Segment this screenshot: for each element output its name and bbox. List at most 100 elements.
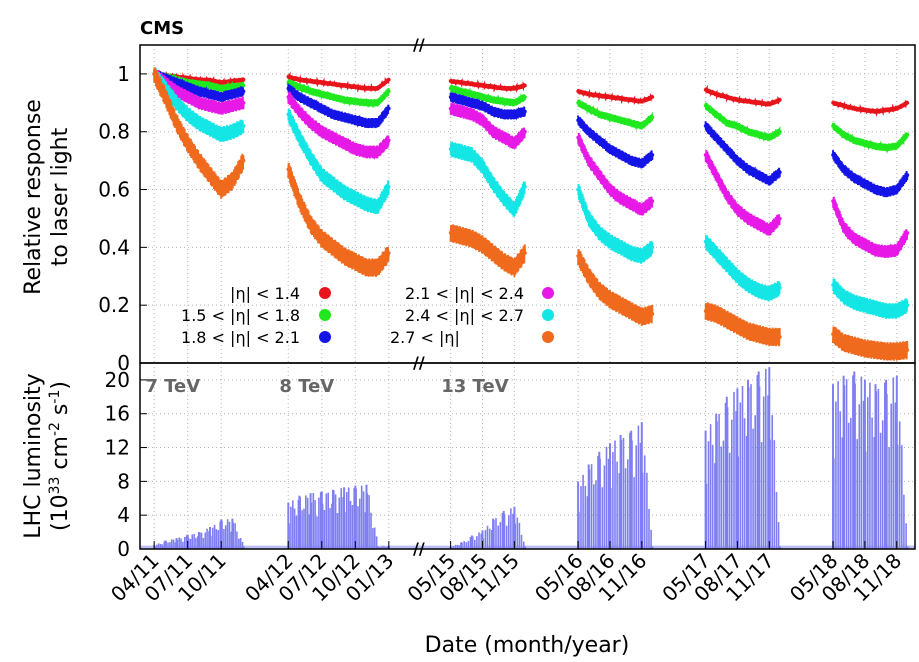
luminosity-bar — [867, 397, 869, 549]
data-point-cyan — [174, 101, 179, 105]
data-point-green — [375, 101, 380, 105]
luminosity-bar — [338, 497, 341, 549]
luminosity-bar — [375, 536, 378, 549]
luminosity-bar — [624, 468, 627, 549]
luminosity-bar — [486, 525, 489, 549]
data-point-blue — [703, 124, 708, 128]
data-point-cyan — [331, 182, 335, 186]
data-point-cyan — [608, 239, 612, 244]
data-point-magenta — [640, 208, 644, 212]
data-point-magenta — [756, 222, 761, 226]
luminosity-bar — [476, 536, 478, 549]
luminosity-bar — [495, 518, 497, 549]
series-trace-orange — [577, 249, 654, 326]
series-trace-cyan — [832, 278, 909, 319]
data-point-red — [831, 101, 835, 105]
luminosity-bar — [760, 442, 763, 549]
luminosity-bar — [580, 486, 582, 549]
data-point-orange — [480, 242, 485, 247]
data-point-orange — [241, 158, 246, 163]
data-point-magenta — [297, 109, 302, 114]
luminosity-point — [298, 495, 301, 549]
luminosity-bar — [722, 440, 725, 549]
series-cyan — [152, 67, 910, 319]
luminosity-point — [598, 451, 601, 549]
luminosity-gridlines — [140, 363, 915, 549]
data-point-cyan — [831, 283, 835, 287]
luminosity-point — [332, 489, 334, 549]
series-trace-magenta — [577, 132, 654, 216]
luminosity-point — [492, 518, 495, 549]
data-point-orange — [895, 349, 899, 354]
luminosity-point — [863, 379, 866, 549]
luminosity-point — [502, 511, 505, 549]
luminosity-bar — [601, 487, 604, 549]
data-point-blue — [331, 112, 335, 117]
data-point-red — [353, 85, 358, 89]
data-point-green — [895, 144, 899, 148]
data-point-red — [320, 80, 324, 85]
luminosity-y-axis-title-line1: LHC luminosity — [21, 373, 46, 538]
data-point-magenta — [219, 106, 223, 111]
luminosity-bar — [522, 541, 525, 549]
data-point-magenta — [286, 95, 291, 99]
series-trace-red — [449, 78, 526, 94]
luminosity-bar — [228, 521, 231, 549]
data-point-magenta — [208, 103, 212, 108]
data-point-orange — [219, 187, 223, 192]
data-point-cyan — [364, 202, 369, 206]
luminosity-bar — [731, 419, 733, 549]
data-point-blue — [576, 118, 580, 122]
luminosity-panel: 0 4 8 12 16 20 7 TeV 8 TeV 13 TeV LHC luminosit… — [21, 362, 916, 561]
data-point-blue — [375, 121, 380, 125]
luminosity-bar — [714, 463, 716, 549]
data-point-magenta — [241, 101, 246, 105]
luminosity-point — [309, 493, 312, 549]
data-point-red — [375, 86, 380, 91]
luminosity-bar — [474, 539, 476, 549]
luminosity-bar — [877, 389, 880, 549]
luminosity-bar — [762, 396, 765, 549]
series-trace-red — [287, 71, 390, 94]
luminosity-point — [747, 379, 749, 549]
data-point-cyan — [459, 150, 464, 154]
luminosity-bar — [226, 519, 229, 549]
luminosity-bar — [711, 444, 714, 549]
data-point-blue — [459, 98, 464, 102]
luminosity-bar — [754, 415, 756, 549]
data-point-green — [650, 115, 655, 120]
luminosity-bar — [239, 538, 242, 549]
data-point-red — [523, 83, 527, 88]
luminosity-bar — [223, 529, 225, 549]
data-point-orange — [629, 309, 633, 313]
luminosity-bar — [312, 493, 315, 549]
series-trace-orange — [704, 302, 781, 347]
legend-marker-orange — [542, 331, 554, 343]
data-point-red — [286, 75, 291, 79]
data-point-magenta — [375, 150, 380, 154]
data-point-blue — [448, 95, 453, 99]
luminosity-bar — [351, 505, 354, 549]
luminosity-series — [140, 367, 915, 549]
data-point-cyan — [387, 184, 391, 189]
data-point-red — [608, 95, 612, 99]
luminosity-y-tick-label: 4 — [117, 503, 130, 527]
luminosity-bar — [336, 513, 339, 549]
data-point-red — [597, 93, 602, 98]
luminosity-bar — [648, 509, 650, 549]
luminosity-bar — [616, 461, 618, 549]
luminosity-point — [209, 527, 211, 549]
data-point-orange — [501, 260, 506, 264]
luminosity-bar — [329, 508, 331, 549]
luminosity-bar — [614, 440, 616, 549]
data-point-green — [197, 82, 201, 86]
luminosity-bar — [467, 540, 470, 549]
luminosity-bar — [622, 438, 625, 549]
data-point-blue — [618, 153, 623, 157]
data-point-green — [597, 112, 602, 117]
data-point-green — [342, 98, 346, 102]
data-point-red — [714, 92, 718, 96]
legend: |η| < 1.4 1.5 < |η| < 1.8 1.8 < |η| < 2.… — [181, 284, 554, 347]
luminosity-y-tick-label: 12 — [105, 436, 130, 460]
data-point-red — [852, 106, 857, 111]
